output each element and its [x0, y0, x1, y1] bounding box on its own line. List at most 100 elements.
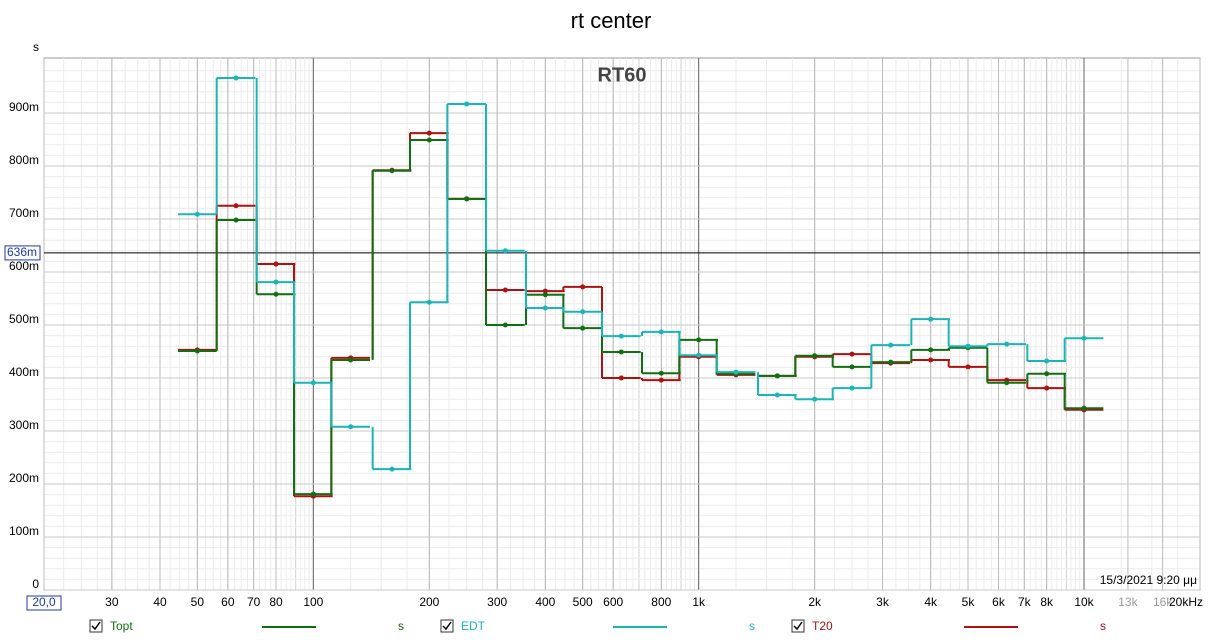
point: [542, 305, 548, 311]
legend-unit: s: [749, 619, 755, 633]
legend-unit: s: [1100, 619, 1106, 633]
point: [580, 325, 586, 331]
x-tick-label: 8k: [1040, 595, 1054, 609]
y-tick-label: 0: [32, 577, 39, 591]
point: [542, 292, 548, 298]
point: [812, 396, 818, 402]
grid: [43, 58, 1201, 591]
plot-area: [43, 57, 1201, 591]
point: [812, 353, 818, 359]
x-tick-label: 5k: [962, 595, 976, 609]
point: [426, 130, 432, 136]
x-tick-label: 60: [221, 595, 235, 609]
timestamp: 15/3/2021 9:20 μμ: [1100, 573, 1197, 587]
point: [1044, 358, 1050, 364]
point: [310, 380, 316, 386]
point: [928, 347, 934, 353]
point: [426, 137, 432, 143]
point: [618, 375, 624, 381]
point: [233, 217, 239, 223]
x-tick-label: 7k: [1018, 595, 1032, 609]
y-tick-label: 800m: [9, 153, 39, 167]
point: [618, 333, 624, 339]
y-tick-label: 300m: [9, 418, 39, 432]
point: [928, 316, 934, 322]
legend-check: [91, 621, 101, 631]
chart-title: rt center: [571, 8, 652, 33]
point: [849, 364, 855, 370]
x-tick-label: 50: [191, 595, 205, 609]
point: [389, 466, 395, 472]
point: [696, 352, 702, 358]
point: [348, 357, 354, 363]
point: [1081, 335, 1087, 341]
x-tick-label: 20kHz: [1169, 595, 1203, 609]
point: [1081, 405, 1087, 411]
point: [658, 329, 664, 335]
point: [733, 369, 739, 375]
point: [888, 359, 894, 365]
point: [849, 385, 855, 391]
x-tick-label: 6k: [992, 595, 1006, 609]
point: [774, 392, 780, 398]
x-tick-label: 30: [105, 595, 119, 609]
point: [426, 299, 432, 305]
y-axis-label: s: [33, 40, 39, 54]
point: [965, 364, 971, 370]
point: [696, 337, 702, 343]
point: [774, 373, 780, 379]
x-tick-label: 3k: [876, 595, 890, 609]
point: [194, 211, 200, 217]
point: [542, 288, 548, 294]
point: [965, 343, 971, 349]
y-tick-label: 100m: [9, 524, 39, 538]
point: [273, 279, 279, 285]
point: [464, 196, 470, 202]
x-tick-label: 600: [603, 595, 623, 609]
point: [464, 101, 470, 107]
legend-checkbox[interactable]: [791, 619, 805, 633]
point: [658, 377, 664, 383]
point: [389, 168, 395, 174]
x-tick-label: 40: [153, 595, 167, 609]
legend-label: Topt: [110, 619, 133, 633]
point: [888, 342, 894, 348]
x-tick-label: 80: [269, 595, 283, 609]
point: [233, 75, 239, 81]
x-tick-label: 300: [487, 595, 507, 609]
x-tick-label: 70: [247, 595, 261, 609]
point: [658, 370, 664, 376]
cursor-label: 636m: [7, 245, 37, 259]
y-tick-label: 600m: [9, 259, 39, 273]
point: [502, 322, 508, 328]
point: [502, 248, 508, 254]
x-tick-label: 20,0: [32, 595, 56, 609]
chart-subtitle: RT60: [598, 64, 647, 86]
y-tick-label: 500m: [9, 312, 39, 326]
point: [928, 357, 934, 363]
y-tick-label: 200m: [9, 471, 39, 485]
point: [580, 309, 586, 315]
point: [1004, 341, 1010, 347]
legend-label: T20: [812, 619, 833, 633]
point: [502, 287, 508, 293]
legend-label: EDT: [461, 619, 486, 633]
x-tick-label: 800: [651, 595, 671, 609]
x-tick-label: 4k: [924, 595, 938, 609]
cursor-box: [4, 245, 41, 261]
point: [273, 291, 279, 297]
y-tick-label: 900m: [9, 100, 39, 114]
point: [233, 203, 239, 209]
point: [273, 261, 279, 267]
legend-checkbox[interactable]: [440, 619, 454, 633]
x-start-box: [26, 595, 62, 611]
y-tick-label: 400m: [9, 365, 39, 379]
point: [1044, 385, 1050, 391]
y-tick-label: 700m: [9, 206, 39, 220]
x-tick-label: 200: [419, 595, 439, 609]
x-tick-label: 13k: [1118, 595, 1138, 609]
legend-checkbox[interactable]: [89, 619, 103, 633]
legend-check: [442, 621, 452, 631]
x-tick-label: 400: [535, 595, 555, 609]
